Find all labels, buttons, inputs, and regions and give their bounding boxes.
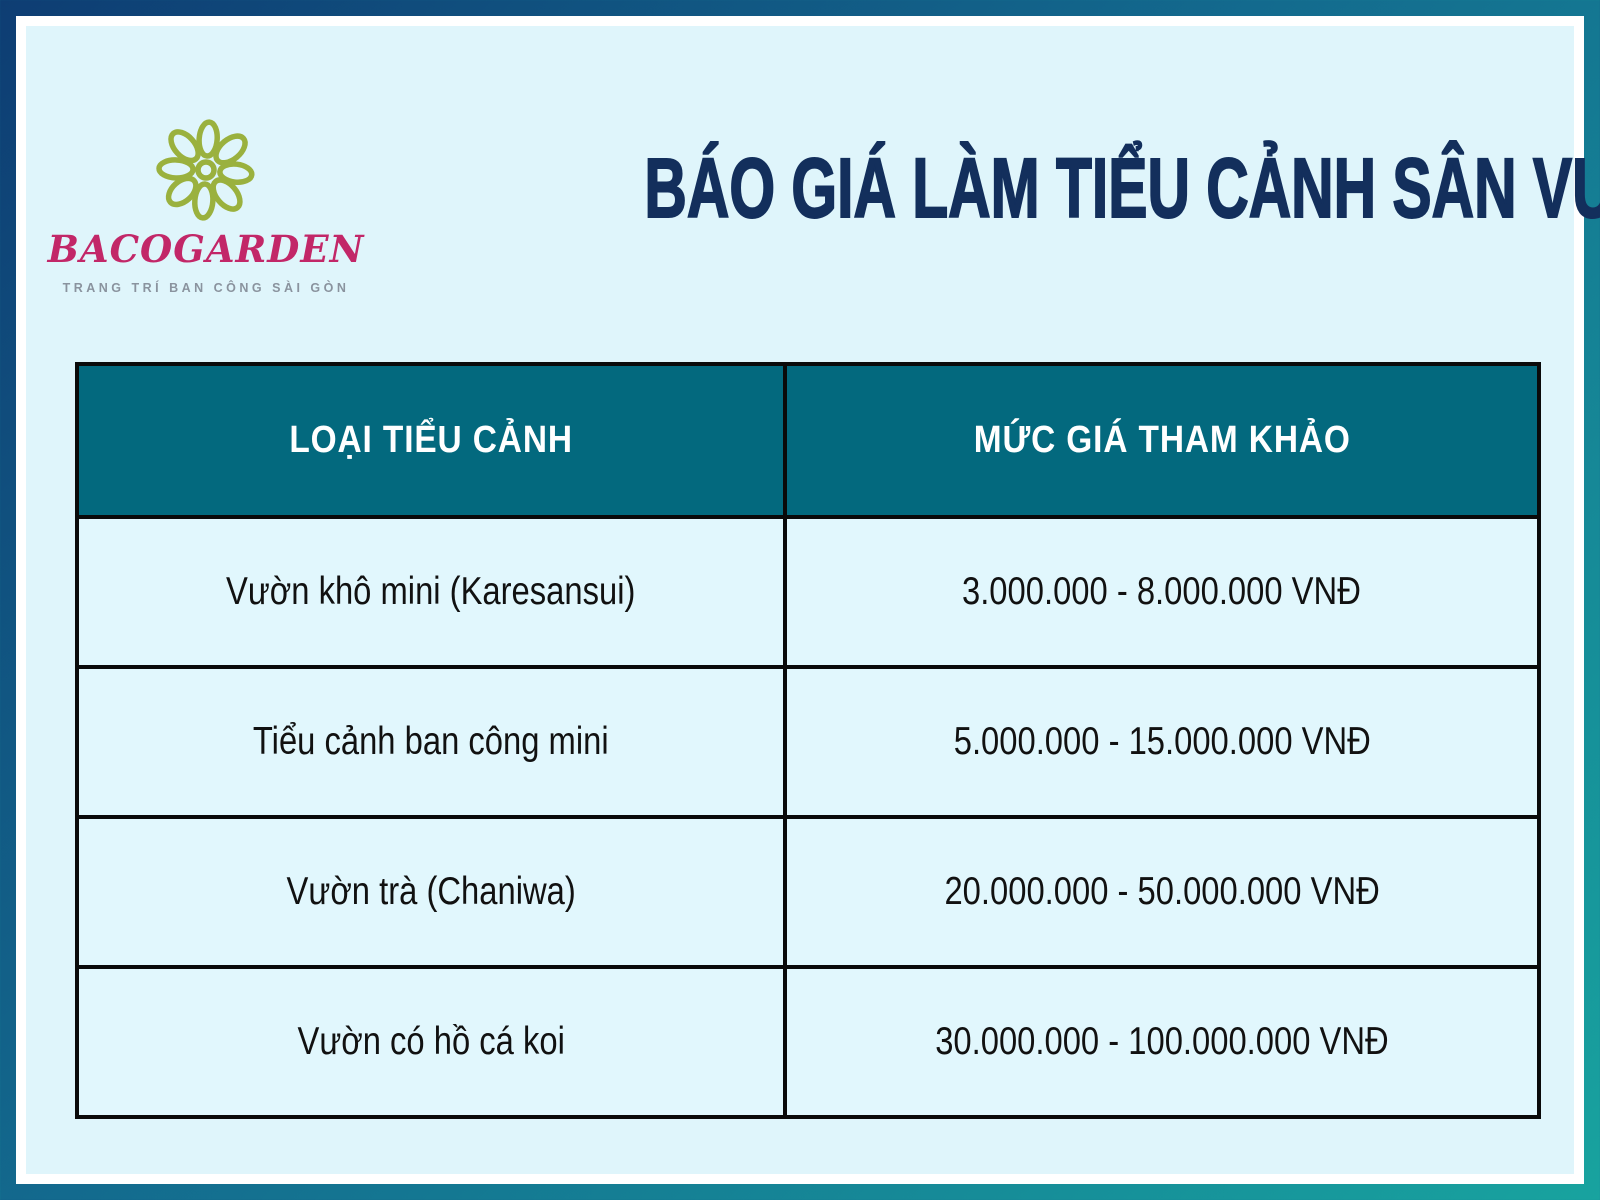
cell-price: 3.000.000 - 8.000.000 VNĐ xyxy=(782,515,1542,669)
price-table: LOẠI TIỂU CẢNH MỨC GIÁ THAM KHẢO Vườn kh… xyxy=(75,362,1542,1119)
header-cell-price: MỨC GIÁ THAM KHẢO xyxy=(782,362,1542,519)
header-cell-type: LOẠI TIỂU CẢNH xyxy=(75,362,787,519)
page-title: BÁO GIÁ LÀM TIỂU CẢNH SÂN VƯỜN NHẬT BẢN xyxy=(346,140,1600,235)
flower-icon xyxy=(156,119,255,221)
table-header-row: LOẠI TIỂU CẢNH MỨC GIÁ THAM KHẢO xyxy=(75,362,1542,519)
poster-card: BACOGARDEN TRANG TRÍ BAN CÔNG SÀI GÒN BÁ… xyxy=(16,16,1600,1184)
cell-price: 20.000.000 - 50.000.000 VNĐ xyxy=(782,815,1542,969)
cell-price: 30.000.000 - 100.000.000 VNĐ xyxy=(782,965,1542,1119)
cell-type: Vườn trà (Chaniwa) xyxy=(75,815,787,969)
cell-type: Vườn có hồ cá koi xyxy=(75,965,787,1119)
header-area: BACOGARDEN TRANG TRÍ BAN CÔNG SÀI GÒN BÁ… xyxy=(26,26,1600,336)
brand-logo: BACOGARDEN TRANG TRÍ BAN CÔNG SÀI GÒN xyxy=(48,67,363,295)
table-row: Vườn khô mini (Karesansui) 3.000.000 - 8… xyxy=(75,515,1542,669)
brand-tagline: TRANG TRÍ BAN CÔNG SÀI GÒN xyxy=(62,281,350,295)
cell-type: Tiểu cảnh ban công mini xyxy=(75,665,787,819)
cell-price: 5.000.000 - 15.000.000 VNĐ xyxy=(782,665,1542,819)
brand-name: BACOGARDEN xyxy=(47,227,365,271)
table-row: Vườn có hồ cá koi 30.000.000 - 100.000.0… xyxy=(75,965,1542,1119)
table-row: Tiểu cảnh ban công mini 5.000.000 - 15.0… xyxy=(75,665,1542,819)
cell-type: Vườn khô mini (Karesansui) xyxy=(75,515,787,669)
table-row: Vườn trà (Chaniwa) 20.000.000 - 50.000.0… xyxy=(75,815,1542,969)
page-title-text: BÁO GIÁ LÀM TIỂU CẢNH SÂN VƯỜN NHẬT BẢN xyxy=(644,140,1600,235)
